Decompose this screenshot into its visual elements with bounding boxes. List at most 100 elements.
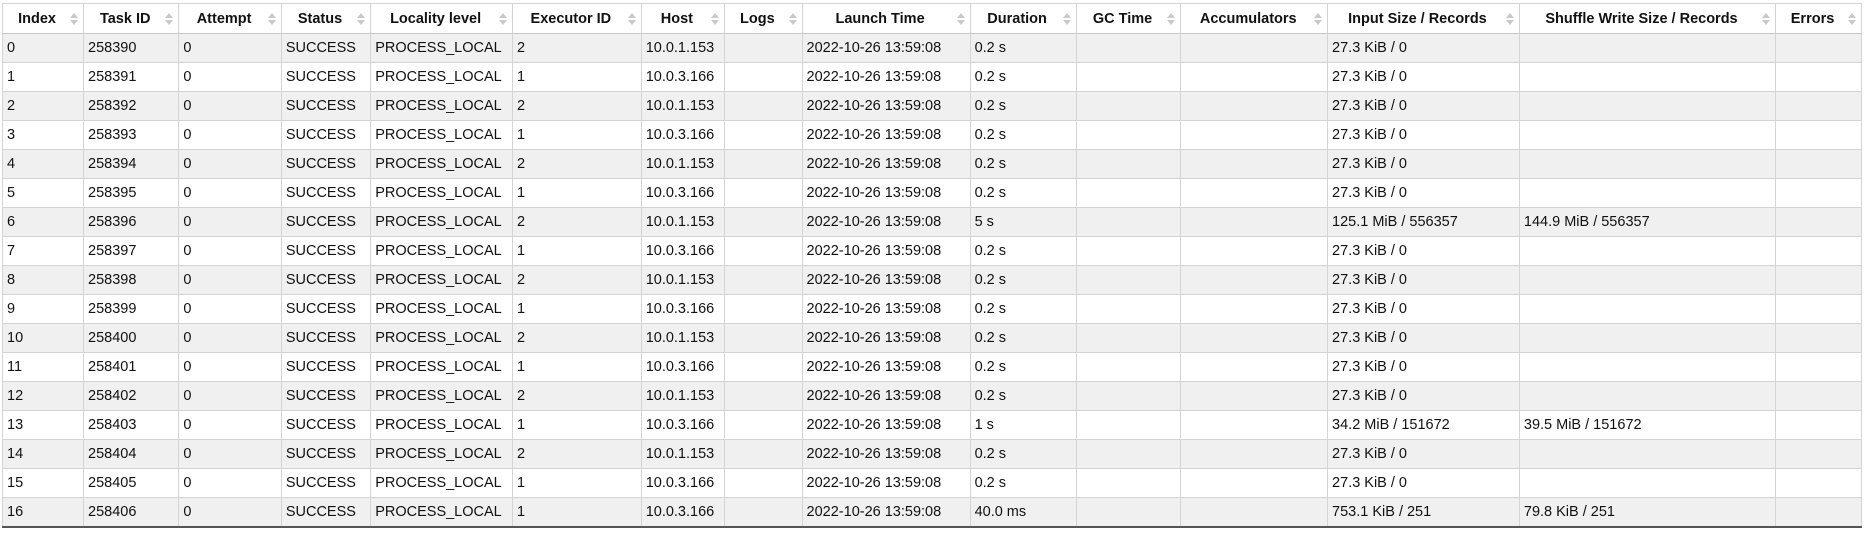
sort-arrows-icon[interactable] (1505, 12, 1514, 25)
cell-launch-time: 2022-10-26 13:59:08 (801, 352, 971, 382)
cell-attempt: 0 (178, 497, 282, 528)
sort-descending-icon (1848, 19, 1856, 25)
cell-gc-time (1075, 62, 1182, 92)
column-header-duration[interactable]: Duration (969, 3, 1077, 34)
cell-gc-time (1075, 178, 1182, 208)
cell-gc-time (1075, 294, 1182, 324)
sort-arrows-icon[interactable] (711, 12, 720, 25)
column-header-index[interactable]: Index (1, 3, 85, 34)
column-header-input-size-records[interactable]: Input Size / Records (1327, 3, 1520, 34)
column-header-label: Status (297, 10, 343, 27)
cell-host: 10.0.3.166 (640, 120, 726, 150)
sort-arrows-icon[interactable] (627, 12, 636, 25)
cell-shuffle-write-size-records (1518, 91, 1777, 121)
cell-launch-time: 2022-10-26 13:59:08 (801, 439, 971, 469)
sort-ascending-icon (1848, 12, 1856, 18)
column-header-status[interactable]: Status (280, 3, 372, 34)
sort-arrows-icon[interactable] (1167, 12, 1176, 25)
cell-errors (1775, 120, 1862, 150)
sort-ascending-icon (711, 12, 720, 18)
cell-errors (1775, 294, 1862, 324)
cell-executor-id: 2 (512, 439, 642, 469)
cell-host: 10.0.3.166 (640, 497, 726, 528)
column-header-label: Logs (740, 10, 775, 27)
sort-descending-icon (70, 19, 79, 25)
cell-executor-id: 1 (512, 497, 642, 528)
cell-host: 10.0.1.153 (640, 323, 726, 353)
cell-input-size-records: 27.3 KiB / 0 (1327, 33, 1520, 63)
sort-arrows-icon[interactable] (788, 12, 797, 25)
cell-duration: 0.2 s (969, 62, 1077, 92)
cell-accumulators (1180, 381, 1329, 411)
column-header-executor-id[interactable]: Executor ID (512, 3, 642, 34)
cell-attempt: 0 (178, 178, 282, 208)
cell-shuffle-write-size-records (1518, 323, 1777, 353)
cell-gc-time (1075, 468, 1182, 498)
cell-input-size-records: 27.3 KiB / 0 (1327, 62, 1520, 92)
cell-locality-level: PROCESS_LOCAL (370, 497, 513, 528)
cell-shuffle-write-size-records (1518, 178, 1777, 208)
cell-duration: 0.2 s (969, 236, 1077, 266)
cell-errors (1775, 33, 1862, 63)
cell-errors (1775, 497, 1862, 528)
cell-index: 13 (1, 410, 85, 440)
cell-shuffle-write-size-records: 79.8 KiB / 251 (1518, 497, 1777, 528)
cell-shuffle-write-size-records (1518, 381, 1777, 411)
cell-accumulators (1180, 497, 1329, 528)
sort-arrows-icon[interactable] (1762, 12, 1771, 25)
cell-errors (1775, 468, 1862, 498)
cell-index: 11 (1, 352, 85, 382)
cell-host: 10.0.3.166 (640, 468, 726, 498)
column-header-label: Task ID (99, 10, 151, 27)
cell-duration: 0.2 s (969, 265, 1077, 295)
cell-locality-level: PROCESS_LOCAL (370, 236, 513, 266)
cell-shuffle-write-size-records (1518, 439, 1777, 469)
cell-errors (1775, 352, 1862, 382)
sort-arrows-icon[interactable] (499, 12, 507, 25)
sort-arrows-icon[interactable] (165, 12, 174, 25)
sort-ascending-icon (1505, 12, 1514, 18)
cell-launch-time: 2022-10-26 13:59:08 (801, 381, 971, 411)
cell-input-size-records: 27.3 KiB / 0 (1327, 178, 1520, 208)
cell-input-size-records: 27.3 KiB / 0 (1327, 149, 1520, 179)
cell-gc-time (1075, 91, 1182, 121)
column-header-task-id[interactable]: Task ID (83, 3, 180, 34)
cell-locality-level: PROCESS_LOCAL (370, 62, 513, 92)
column-header-shuffle-write-size-records[interactable]: Shuffle Write Size / Records (1518, 3, 1777, 34)
column-header-host[interactable]: Host (640, 3, 726, 34)
sort-descending-icon (788, 19, 797, 25)
sort-arrows-icon[interactable] (267, 12, 276, 25)
cell-logs (724, 236, 803, 266)
column-header-errors[interactable]: Errors (1775, 3, 1862, 34)
cell-input-size-records: 27.3 KiB / 0 (1327, 381, 1520, 411)
sort-arrows-icon[interactable] (70, 12, 79, 25)
cell-attempt: 0 (178, 33, 282, 63)
cell-index: 1 (1, 62, 85, 92)
cell-accumulators (1180, 62, 1329, 92)
cell-accumulators (1180, 410, 1329, 440)
cell-task-id: 258391 (83, 62, 180, 92)
column-header-locality-level[interactable]: Locality level (370, 3, 513, 34)
cell-attempt: 0 (178, 352, 282, 382)
cell-input-size-records: 27.3 KiB / 0 (1327, 91, 1520, 121)
sort-arrows-icon[interactable] (956, 12, 965, 25)
column-header-attempt[interactable]: Attempt (178, 3, 282, 34)
cell-launch-time: 2022-10-26 13:59:08 (801, 294, 971, 324)
cell-launch-time: 2022-10-26 13:59:08 (801, 236, 971, 266)
cell-status: SUCCESS (280, 236, 372, 266)
cell-launch-time: 2022-10-26 13:59:08 (801, 149, 971, 179)
cell-errors (1775, 91, 1862, 121)
cell-shuffle-write-size-records: 39.5 MiB / 151672 (1518, 410, 1777, 440)
column-header-launch-time[interactable]: Launch Time (801, 3, 971, 34)
cell-task-id: 258393 (83, 120, 180, 150)
sort-arrows-icon[interactable] (357, 12, 366, 25)
cell-logs (724, 91, 803, 121)
cell-duration: 0.2 s (969, 439, 1077, 469)
column-header-gc-time[interactable]: GC Time (1075, 3, 1182, 34)
sort-arrows-icon[interactable] (1314, 12, 1323, 25)
column-header-accumulators[interactable]: Accumulators (1180, 3, 1329, 34)
sort-arrows-icon[interactable] (1062, 12, 1071, 25)
cell-shuffle-write-size-records (1518, 62, 1777, 92)
sort-arrows-icon[interactable] (1848, 12, 1856, 25)
column-header-logs[interactable]: Logs (724, 3, 803, 34)
